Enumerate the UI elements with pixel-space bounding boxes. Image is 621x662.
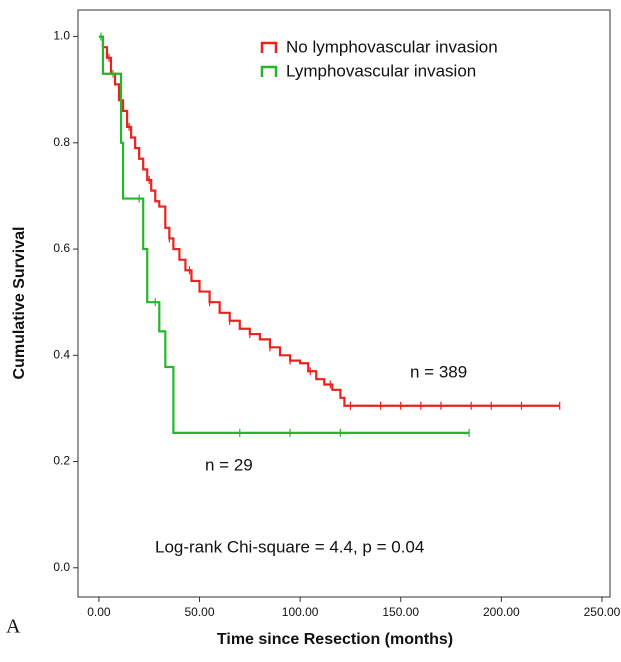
x-tick-label: 250.00 — [584, 605, 621, 619]
survival-curve — [98, 35, 470, 434]
x-axis-label: Time since Resection (months) — [217, 631, 453, 648]
y-tick-label: 1.0 — [53, 29, 70, 43]
y-tick-label: 0.0 — [53, 560, 70, 574]
survival-curve — [98, 35, 560, 407]
x-tick-label: 150.00 — [382, 605, 419, 619]
x-tick-label: 200.00 — [483, 605, 520, 619]
y-axis-label: Cumulative Survival — [11, 227, 28, 380]
x-tick-label: 50.00 — [185, 605, 215, 619]
legend-label: Lymphovascular invasion — [286, 61, 476, 80]
legend-symbol — [260, 41, 278, 53]
annotation: n = 29 — [205, 455, 253, 474]
plot-frame — [77, 9, 611, 598]
x-tick-label: 0.00 — [87, 605, 111, 619]
y-tick-label: 0.2 — [53, 454, 70, 468]
y-tick-label: 0.4 — [53, 347, 70, 361]
legend-label: No lymphovascular invasion — [286, 37, 498, 56]
y-tick-label: 0.8 — [53, 135, 70, 149]
y-tick-label: 0.6 — [53, 241, 70, 255]
annotation: n = 389 — [410, 362, 467, 381]
legend-symbol — [260, 65, 278, 77]
panel-label: A — [6, 616, 21, 638]
x-tick-label: 100.00 — [282, 605, 319, 619]
annotation: Log-rank Chi-square = 4.4, p = 0.04 — [155, 537, 424, 556]
